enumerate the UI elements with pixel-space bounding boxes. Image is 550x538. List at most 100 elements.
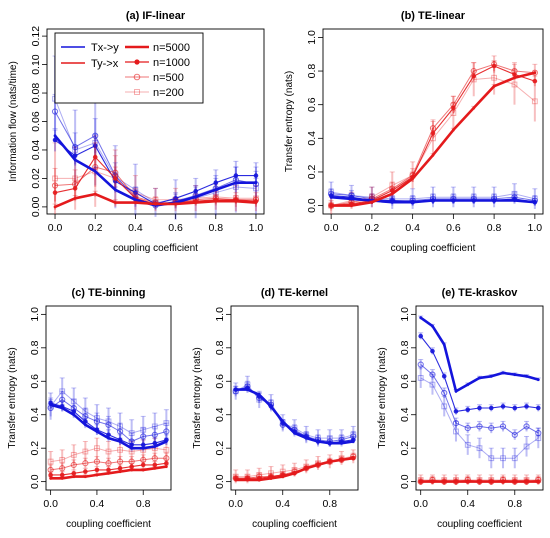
data-point — [477, 405, 482, 411]
x-tick-label: 0.4 — [275, 498, 290, 510]
data-point — [523, 443, 530, 450]
data-point — [47, 458, 54, 465]
series-tx-n200 — [232, 375, 357, 447]
panel-te-binning: (c) TE-binning 0.0 0.4 0.8 0.0 0.2 0.4 0.6 0.8 1.… — [7, 287, 172, 530]
data-point — [472, 106, 476, 110]
data-point — [70, 451, 77, 458]
data-point — [452, 419, 460, 427]
data-point — [105, 460, 112, 467]
data-point — [430, 348, 435, 354]
y-tick-label: 0.6 — [399, 374, 411, 389]
data-point — [431, 480, 434, 484]
data-point — [130, 468, 134, 472]
data-point — [93, 418, 101, 425]
data-point — [72, 413, 76, 417]
x-axis-label: coupling coefficient — [437, 519, 522, 530]
plot-frame — [415, 305, 544, 491]
data-point — [489, 480, 493, 484]
data-point — [293, 431, 296, 435]
data-point — [471, 73, 477, 79]
y-tick-label: 0.4 — [29, 407, 41, 422]
data-point — [105, 448, 112, 455]
data-point — [93, 192, 97, 196]
data-point — [442, 480, 446, 484]
data-point — [488, 405, 494, 411]
data-point — [59, 388, 66, 395]
data-point — [269, 476, 273, 480]
data-point — [472, 199, 476, 202]
panel-te-linear: (b) TE-linear 0.0 0.2 0.4 0.6 0.8 1.0 0.0 0.2 0.4… — [284, 10, 544, 254]
data-point — [128, 458, 135, 465]
data-point — [431, 153, 435, 157]
data-point — [72, 475, 76, 479]
data-point — [93, 169, 97, 173]
data-point — [478, 376, 481, 380]
data-point — [83, 475, 87, 479]
panel-title: (e) TE-kraskov — [442, 287, 519, 299]
series-line — [50, 447, 167, 463]
data-point — [419, 316, 423, 320]
data-point — [533, 200, 537, 204]
data-point — [351, 440, 355, 443]
x-tick-label: 0.4 — [128, 222, 143, 234]
data-point — [60, 406, 64, 410]
y-tick-label: 0.8 — [399, 340, 411, 355]
data-point — [153, 445, 157, 448]
data-point — [536, 480, 540, 484]
data-point — [466, 480, 470, 484]
data-point — [513, 373, 517, 376]
data-point — [512, 72, 517, 77]
data-point — [441, 389, 448, 397]
data-point — [129, 464, 134, 469]
data-point — [234, 388, 238, 392]
x-tick-label: 0.4 — [90, 498, 105, 510]
data-point — [163, 428, 170, 435]
data-point — [442, 343, 446, 346]
data-point — [118, 470, 122, 473]
data-point — [70, 461, 77, 469]
series-tx-n5000 — [233, 387, 356, 445]
legend-box — [54, 32, 204, 104]
data-point — [116, 458, 124, 465]
x-tick-label: 1.0 — [528, 222, 543, 234]
data-point — [500, 455, 506, 462]
data-point — [316, 440, 320, 443]
series-line — [50, 390, 167, 434]
data-point — [214, 199, 218, 203]
data-point — [513, 199, 516, 202]
data-point — [466, 383, 470, 387]
panel-title: (c) TE-binning — [72, 287, 146, 299]
data-point — [92, 163, 99, 171]
data-point — [141, 446, 145, 450]
series-line — [419, 316, 539, 393]
series-line — [330, 77, 536, 207]
x-axis-label: coupling coefficient — [391, 243, 476, 254]
legend-marker-n1000 — [134, 59, 140, 65]
data-point — [47, 466, 54, 474]
data-point — [451, 105, 456, 111]
data-point — [113, 176, 118, 181]
data-point — [73, 196, 77, 200]
data-point — [340, 441, 343, 445]
y-tick-label: 0.8 — [214, 340, 226, 355]
data-point — [370, 200, 374, 204]
data-point — [214, 188, 218, 192]
data-point — [281, 420, 285, 423]
data-point — [174, 202, 177, 206]
y-tick-label: 0.12 — [30, 26, 42, 47]
data-point — [140, 456, 147, 463]
data-point — [52, 175, 58, 182]
data-point — [153, 466, 157, 470]
data-point — [492, 84, 496, 88]
data-point — [112, 169, 119, 176]
data-point — [478, 480, 481, 484]
data-point — [511, 190, 518, 197]
data-point — [253, 173, 259, 178]
data-point — [132, 189, 139, 196]
data-point — [59, 465, 66, 472]
data-point — [163, 420, 170, 426]
data-point — [350, 197, 353, 201]
data-point — [430, 130, 436, 136]
series-tx-n1000 — [233, 384, 356, 447]
series-ty-n1000 — [48, 459, 169, 479]
